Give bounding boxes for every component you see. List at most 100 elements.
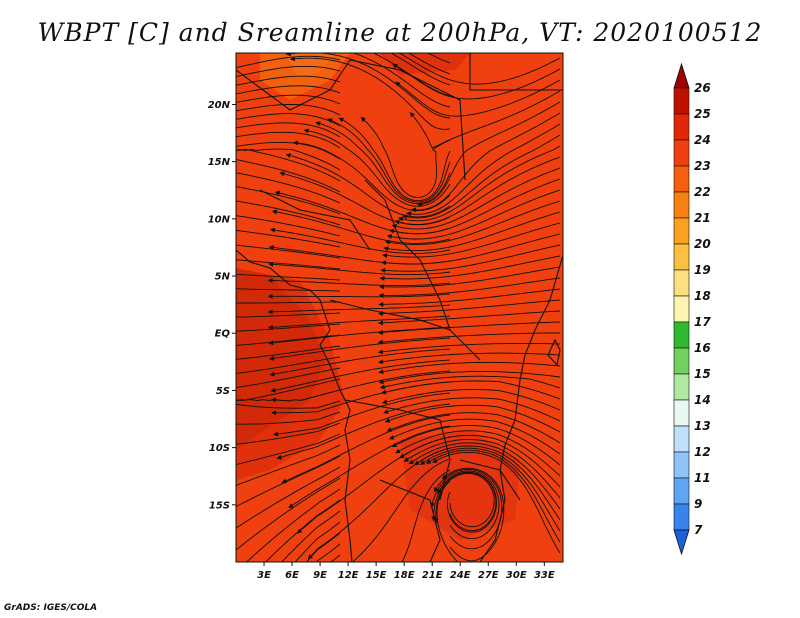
streamline: [236, 466, 341, 532]
streamline: [268, 245, 451, 265]
streamline: [379, 375, 561, 390]
lat-tick-label: 15S: [209, 500, 230, 511]
streamline: [236, 244, 341, 259]
streamline: [392, 63, 561, 100]
streamline: [377, 310, 561, 326]
border: [459, 459, 521, 501]
streamline: [285, 53, 451, 119]
streamline: [306, 532, 341, 562]
lat-tick-label: 5S: [216, 386, 230, 397]
streamline: [360, 116, 451, 199]
temperature-field-warm-patch: [400, 430, 520, 540]
colorbar-label: 13: [694, 419, 711, 433]
streamline: [398, 53, 561, 85]
streamline: [236, 273, 341, 281]
streamline: [377, 321, 561, 335]
colorbar-label: 21: [694, 211, 711, 225]
streamline: [236, 411, 341, 425]
colorbar-swatch: [673, 113, 690, 141]
streamline: [236, 94, 341, 105]
streamline: [315, 121, 451, 205]
lon-tick-label: 12E: [338, 570, 359, 581]
lon-tick-label: 33E: [534, 570, 555, 581]
temperature-field-hot-patch: [236, 268, 325, 450]
streamline: [386, 412, 561, 444]
colorbar-label: 11: [694, 471, 711, 485]
streamline: [276, 403, 451, 460]
streamline: [236, 455, 341, 508]
streamline: [281, 414, 451, 484]
streamline: [432, 451, 561, 554]
lon-tick-label: 6E: [285, 570, 299, 581]
streamline: [382, 222, 561, 258]
grads-credit: GrADS: IGES/COLA: [4, 603, 98, 613]
colorbar-label: 9: [694, 497, 702, 511]
streamline: [327, 118, 451, 203]
streamline: [378, 370, 561, 385]
streamline: [288, 425, 451, 508]
lat-tick-label: EQ: [215, 329, 231, 340]
colorbar-swatch: [673, 451, 690, 479]
colorbar-label: 17: [694, 315, 711, 329]
streamline: [236, 113, 341, 127]
streamline: [383, 397, 561, 422]
streamline: [269, 227, 451, 254]
streamline: [236, 157, 341, 193]
streamline: [388, 418, 561, 455]
streamline: [425, 449, 561, 543]
streamline: [338, 117, 451, 202]
streamline: [289, 56, 451, 130]
map-frame: [235, 52, 564, 563]
streamline: [236, 356, 341, 376]
streamline: [397, 145, 561, 222]
streamline: [379, 266, 561, 290]
streamline: [378, 352, 561, 365]
lat-tick-label: 5N: [215, 272, 231, 283]
streamline: [381, 380, 561, 400]
streamline: [236, 75, 341, 88]
streamline: [303, 128, 451, 207]
colorbar-top-arrow: [673, 62, 690, 89]
colorbar-swatch: [673, 139, 690, 167]
streamline: [281, 510, 341, 562]
colorbar-swatch: [673, 477, 690, 505]
streamline: [352, 53, 451, 108]
country-boundaries: [236, 53, 563, 562]
colorbar-label: 12: [694, 445, 711, 459]
border: [329, 299, 451, 331]
map-plot-area: [236, 53, 563, 562]
colorbar-swatch: [673, 425, 690, 453]
streamline: [236, 444, 341, 486]
streamline: [267, 315, 451, 330]
lon-tick-label: 30E: [506, 570, 527, 581]
streamline: [383, 211, 561, 252]
streamline: [407, 53, 451, 75]
colorbar-label: 18: [694, 289, 711, 303]
colorbar-swatch: [673, 217, 690, 245]
lat-tick-label: 20N: [208, 100, 231, 111]
border: [344, 399, 451, 501]
streamline: [285, 153, 451, 218]
streamline: [270, 359, 451, 393]
streamline: [391, 425, 561, 466]
streamline: [315, 543, 341, 562]
border: [364, 179, 421, 261]
streamline: [268, 326, 451, 346]
streamline: [236, 259, 341, 270]
lat-tick-label: 15N: [208, 157, 231, 168]
lat-tick-label: 10S: [209, 443, 230, 454]
streamline: [236, 215, 341, 237]
lon-tick-label: 21E: [422, 570, 443, 581]
streamline: [236, 477, 341, 551]
streamline: [409, 90, 561, 149]
colorbar-swatch: [673, 373, 690, 401]
streamline: [236, 104, 341, 116]
longitude-axis: 3E 6E 9E 12E 15E 18E 21E 24E 27E 30E 33E: [257, 562, 555, 581]
streamline: [399, 434, 561, 488]
streamline: [408, 442, 561, 510]
streamline: [406, 123, 561, 217]
streamline: [236, 389, 341, 402]
streamline: [267, 304, 451, 315]
streamline: [381, 389, 561, 411]
streamline: [403, 438, 561, 499]
